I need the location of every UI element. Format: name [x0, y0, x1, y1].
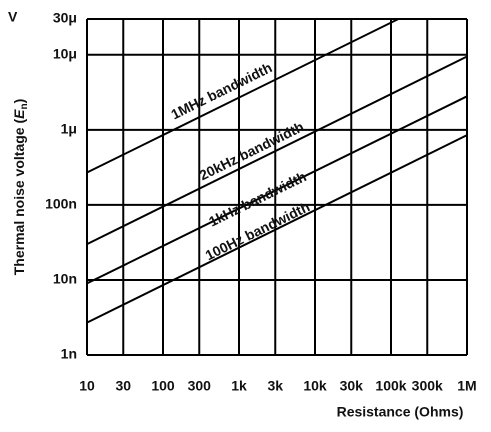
y-unit: V	[8, 9, 18, 25]
y-tick-label: 30μ	[53, 10, 77, 26]
y-label-suffix: )	[11, 99, 27, 104]
x-tick-label: 1M	[457, 378, 476, 394]
y-tick-label: 100n	[45, 196, 77, 212]
y-label-prefix: Thermal noise voltage (	[11, 119, 27, 276]
x-tick-label: 30	[115, 378, 131, 394]
x-tick-label: 300k	[412, 378, 443, 394]
x-tick-label: 1k	[231, 378, 247, 394]
series-line	[86, 95, 468, 285]
y-label-symbol: E	[11, 109, 27, 119]
y-tick-label: 1n	[61, 346, 77, 362]
x-tick-label: 3k	[267, 378, 283, 394]
y-tick-label: 1μ	[61, 121, 77, 137]
series-line	[86, 134, 468, 324]
series-line	[86, 18, 399, 174]
line-label: 1MHz bandwidth	[168, 59, 274, 122]
x-axis-label: Resistance (Ohms)	[337, 404, 464, 420]
y-tick-label: 10n	[53, 271, 77, 287]
y-label-subscript: n	[19, 103, 30, 109]
x-tick-label: 10	[79, 378, 95, 394]
x-tick-label: 100	[151, 378, 175, 394]
x-tick-label: 30k	[340, 378, 364, 394]
y-tick-label: 10μ	[53, 46, 77, 62]
y-axis-label: Thermal noise voltage (En)	[11, 99, 30, 276]
x-tick-label: 10k	[303, 378, 327, 394]
x-tick-label: 100k	[375, 378, 406, 394]
series-line	[86, 55, 468, 246]
x-tick-label: 300	[188, 378, 212, 394]
